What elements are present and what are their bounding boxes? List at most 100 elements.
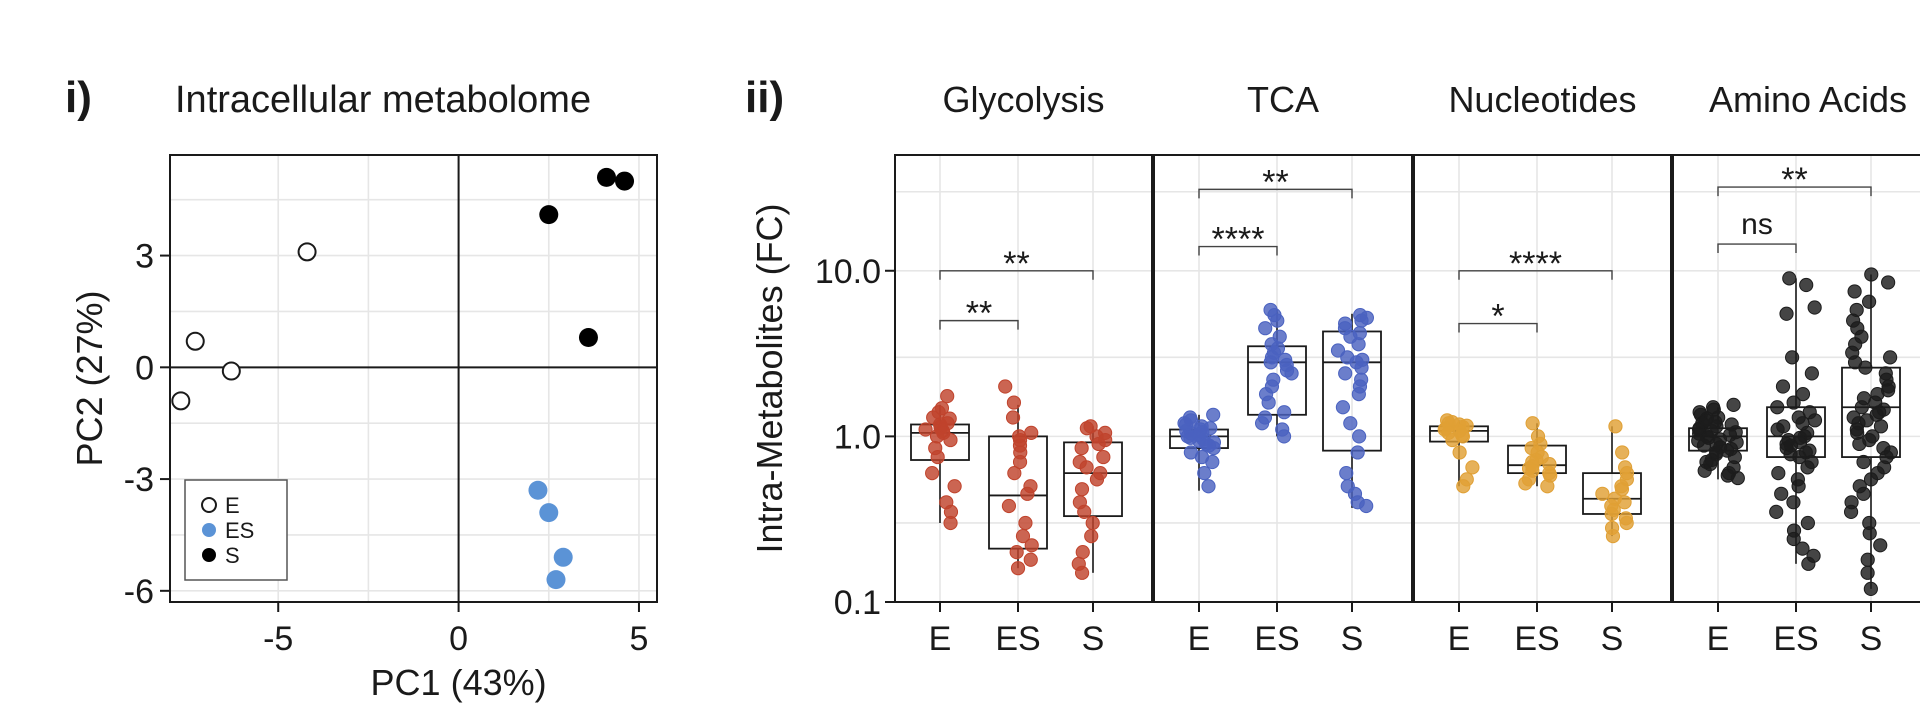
pca-panel: i) Intracellular metabolome -5 0 5 -6 -3 0 3 PC1 …: [65, 73, 658, 703]
boxplot-x-tick-label: S: [1341, 620, 1364, 658]
data-point-E: [1456, 479, 1471, 494]
pca-point-E: [297, 242, 317, 262]
significance-label: ns: [1741, 208, 1773, 241]
boxplot-panel-title: Nucleotides: [1448, 79, 1636, 120]
data-point-ES: [1018, 515, 1033, 531]
boxplot-x-tick-label: S: [1601, 620, 1624, 658]
data-point-S: [1339, 466, 1354, 481]
data-point-S: [1862, 526, 1877, 541]
data-point-ES: [1024, 538, 1039, 553]
significance-label: ****: [1212, 221, 1265, 259]
pca-legend-label-S: S: [225, 543, 240, 568]
pca-point-S: [539, 205, 559, 225]
data-point-E: [1201, 479, 1216, 494]
boxplot-panel-frame: [894, 154, 1153, 603]
data-point-ES: [1009, 545, 1024, 560]
pca-x-tick-label: 5: [630, 620, 649, 658]
data-point-ES: [1258, 321, 1273, 336]
boxplot-x-tick-label: S: [1082, 620, 1105, 658]
data-point-S: [1338, 366, 1353, 381]
data-point-ES: [1779, 306, 1794, 321]
data-point-ES: [1254, 416, 1270, 431]
significance-label: **: [966, 295, 992, 333]
significance-bracket: [939, 319, 1019, 330]
data-point-ES: [1006, 395, 1022, 410]
data-point-E: [1197, 466, 1212, 481]
boxplot-panel-frame: [1153, 154, 1413, 603]
significance-bracket: [939, 270, 1094, 280]
data-point-E: [918, 422, 933, 437]
data-point-S: [1856, 454, 1871, 470]
significance-label: ****: [1509, 245, 1562, 283]
data-point-E: [1465, 460, 1480, 475]
panel-label-ii: ii): [745, 73, 784, 122]
data-point-S: [1864, 267, 1879, 282]
data-point-ES: [1792, 449, 1807, 465]
data-point-S: [1863, 581, 1878, 596]
pca-y-tick-label: -6: [124, 573, 154, 611]
data-point-S: [1608, 419, 1623, 434]
data-point-E: [1726, 397, 1741, 412]
data-point-S: [1604, 506, 1619, 522]
data-point-E: [947, 479, 962, 494]
boxplot-x-tick-label: ES: [1514, 620, 1559, 658]
data-point-ES: [1799, 277, 1814, 293]
data-point-ES: [1277, 405, 1292, 420]
pca-legend-label-E: E: [225, 493, 240, 518]
data-point-ES: [1540, 479, 1555, 494]
pca-point-ES: [539, 503, 559, 523]
data-point-ES: [1770, 400, 1785, 415]
data-point-ES: [1020, 486, 1035, 501]
data-point-S: [1359, 498, 1374, 514]
data-point-ES: [1795, 387, 1811, 402]
data-point-S: [1843, 504, 1859, 519]
data-point-E: [1452, 445, 1467, 460]
data-point-S: [1883, 350, 1898, 365]
data-point-ES: [1276, 429, 1292, 444]
data-point-E: [1205, 454, 1220, 470]
boxplot-panel-title: Amino Acids: [1709, 79, 1907, 120]
data-point-E: [1206, 407, 1221, 422]
boxplot-x-tick-label: E: [929, 620, 952, 658]
data-point-S: [1860, 565, 1875, 580]
boxplot-y-tick-label: 10.0: [815, 253, 881, 291]
data-point-ES: [1786, 495, 1801, 510]
pca-y-tick-label: 3: [135, 238, 154, 276]
data-point-S: [1847, 284, 1862, 299]
boxplot-x-tick-label: E: [1707, 620, 1730, 658]
data-point-S: [1351, 337, 1366, 352]
data-point-ES: [1001, 498, 1017, 514]
data-point-S: [1863, 472, 1879, 487]
data-point-S: [1354, 313, 1369, 328]
data-point-S: [1856, 486, 1871, 501]
pca-x-tick-label: -5: [263, 620, 293, 658]
data-point-S: [1605, 528, 1621, 544]
data-point-ES: [1807, 413, 1823, 428]
data-point-ES: [1791, 479, 1806, 494]
data-point-ES: [1263, 355, 1278, 370]
pca-y-axis-label: PC2 (27%): [69, 290, 110, 466]
data-point-ES: [1786, 531, 1801, 547]
data-point-ES: [1800, 515, 1815, 531]
pca-point-S: [615, 171, 635, 191]
data-point-S: [1074, 482, 1090, 497]
boxplot-panel-0: Glycolysis E ES S ** **: [894, 79, 1153, 658]
boxplot-panels: ii) Intra-Metabolites (FC) 0.1 1.0 10.0 Glyco…: [745, 73, 1920, 658]
significance-bracket: [1198, 188, 1353, 199]
data-point-E: [925, 466, 940, 481]
data-point-S: [1619, 515, 1634, 531]
significance-label: *: [1491, 298, 1504, 336]
data-point-E: [929, 429, 945, 444]
data-point-ES: [1010, 561, 1026, 576]
data-point-E: [943, 432, 958, 448]
data-point-E: [1206, 440, 1221, 456]
data-point-E: [1445, 432, 1460, 448]
pca-point-E: [171, 391, 191, 411]
data-point-S: [1074, 440, 1089, 456]
data-point-S: [1881, 275, 1896, 290]
data-point-S: [1595, 486, 1610, 501]
pca-x-tick-label: 0: [449, 620, 468, 658]
data-point-E: [940, 389, 955, 404]
data-point-ES: [1525, 416, 1540, 431]
